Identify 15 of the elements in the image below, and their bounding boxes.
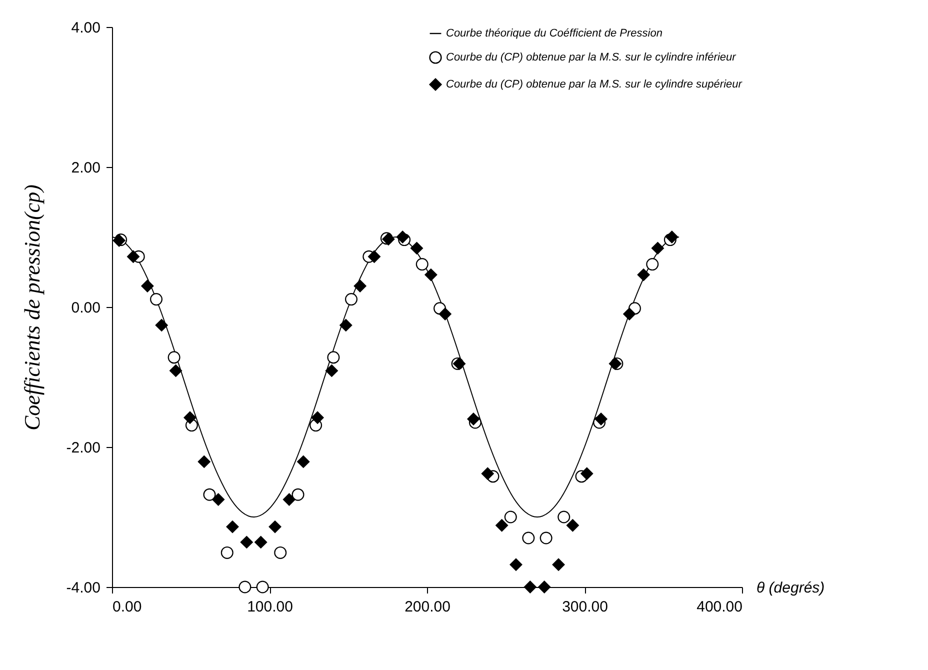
x-tick-label: 300.00: [562, 598, 608, 616]
y-axis-title: Coefficients de pression(cp): [19, 184, 44, 431]
x-tick-label: 0.00: [112, 598, 142, 616]
y-tick-label: 4.00: [71, 20, 100, 36]
legend-label: Courbe du (CP) obtenue par la M.S. sur le cylindre inférieur: [446, 52, 738, 64]
legend-label: Courbe théorique du Coéfficient de Pression: [446, 28, 662, 40]
x-tick-label: 100.00: [247, 598, 293, 616]
y-tick-label: -2.00: [66, 440, 100, 456]
x-tick-label: 200.00: [404, 598, 450, 616]
y-tick-label: 0.00: [71, 300, 100, 316]
y-tick-label: 2.00: [71, 160, 100, 176]
x-axis-title: θ (degrés): [756, 580, 825, 596]
x-tick-label: 400.00: [696, 598, 742, 616]
legend-label: Courbe du (CP) obtenue par la M.S. sur le cylindre supérieur: [446, 78, 744, 90]
y-tick-label: -4.00: [66, 580, 100, 596]
